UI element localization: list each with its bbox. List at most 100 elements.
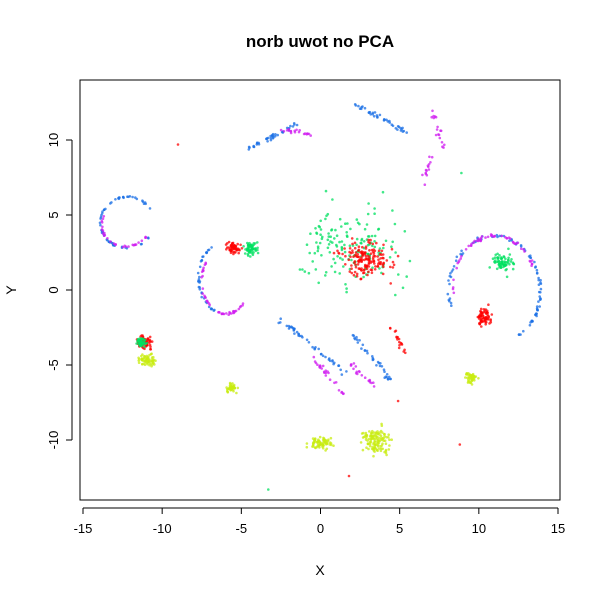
data-point — [305, 442, 309, 445]
data-point — [448, 282, 451, 286]
data-point — [249, 255, 252, 258]
data-point — [456, 261, 460, 265]
data-point — [370, 268, 374, 272]
data-point — [477, 315, 481, 319]
data-point — [235, 391, 238, 395]
data-point — [242, 245, 245, 248]
data-point — [320, 254, 323, 257]
data-point — [148, 353, 151, 357]
data-point — [377, 249, 381, 252]
data-point — [376, 435, 379, 439]
data-point — [344, 263, 347, 266]
data-point — [517, 333, 521, 336]
data-point — [355, 237, 359, 241]
data-point — [479, 311, 483, 314]
data-point — [349, 255, 352, 259]
data-point — [354, 371, 358, 375]
data-point — [349, 227, 352, 231]
data-point — [141, 342, 145, 345]
data-point — [232, 311, 235, 315]
data-point — [350, 258, 353, 262]
data-point — [196, 271, 200, 275]
data-point — [228, 381, 232, 385]
data-point — [237, 307, 241, 311]
data-point — [382, 118, 386, 121]
data-point — [428, 155, 431, 159]
data-point — [372, 115, 376, 118]
data-point — [425, 173, 429, 177]
data-point — [505, 275, 509, 279]
data-point — [363, 106, 367, 110]
data-point — [356, 341, 360, 344]
data-point — [289, 129, 293, 133]
data-point — [467, 380, 471, 383]
data-point — [366, 439, 369, 442]
data-point — [326, 439, 330, 443]
data-point — [495, 267, 499, 271]
data-point — [319, 443, 323, 446]
data-point — [376, 255, 380, 258]
data-point — [317, 281, 321, 285]
data-point — [454, 259, 458, 263]
data-point — [362, 275, 365, 279]
data-point — [450, 270, 454, 273]
data-point — [336, 249, 339, 253]
data-point — [510, 258, 513, 261]
data-point — [348, 250, 351, 254]
data-point — [378, 433, 381, 436]
data-point — [345, 370, 348, 373]
data-point — [102, 215, 106, 218]
data-point — [274, 133, 277, 136]
data-point — [314, 268, 318, 271]
data-point — [347, 258, 351, 262]
data-point — [481, 315, 485, 318]
data-point — [385, 118, 388, 122]
data-point — [539, 287, 543, 291]
data-point — [504, 263, 508, 267]
data-point — [137, 241, 140, 244]
data-point — [228, 384, 232, 388]
data-point — [349, 363, 353, 366]
data-point — [374, 443, 377, 447]
data-point — [369, 252, 373, 255]
data-point — [404, 351, 407, 355]
data-point — [382, 246, 385, 250]
data-point — [213, 308, 216, 312]
data-point — [447, 279, 450, 282]
data-point — [253, 242, 257, 245]
data-point — [137, 337, 140, 341]
data-point — [198, 286, 201, 289]
data-point — [298, 268, 302, 271]
data-point — [360, 237, 364, 241]
data-point — [176, 143, 180, 146]
data-point — [469, 244, 473, 247]
data-point — [475, 239, 479, 242]
data-point — [498, 234, 501, 238]
data-point — [506, 258, 510, 262]
data-point — [455, 255, 459, 259]
data-point — [401, 130, 405, 133]
data-point — [293, 327, 296, 331]
data-point — [198, 275, 201, 279]
data-point — [368, 442, 372, 446]
data-point — [354, 251, 358, 254]
data-point — [311, 260, 315, 263]
data-point — [308, 251, 312, 255]
data-point — [330, 265, 333, 268]
data-point — [380, 424, 384, 428]
data-point — [538, 305, 541, 308]
data-point — [256, 246, 259, 250]
data-point — [340, 373, 344, 376]
data-point — [482, 308, 486, 311]
data-point — [329, 443, 333, 447]
data-point — [372, 454, 375, 458]
x-tick-label: 10 — [472, 521, 486, 536]
data-point — [364, 431, 368, 435]
data-point — [353, 261, 356, 264]
data-point — [503, 260, 506, 263]
data-point — [351, 242, 354, 246]
data-point — [498, 254, 501, 257]
data-point — [537, 278, 540, 282]
data-point — [531, 320, 534, 323]
data-point — [380, 253, 383, 256]
